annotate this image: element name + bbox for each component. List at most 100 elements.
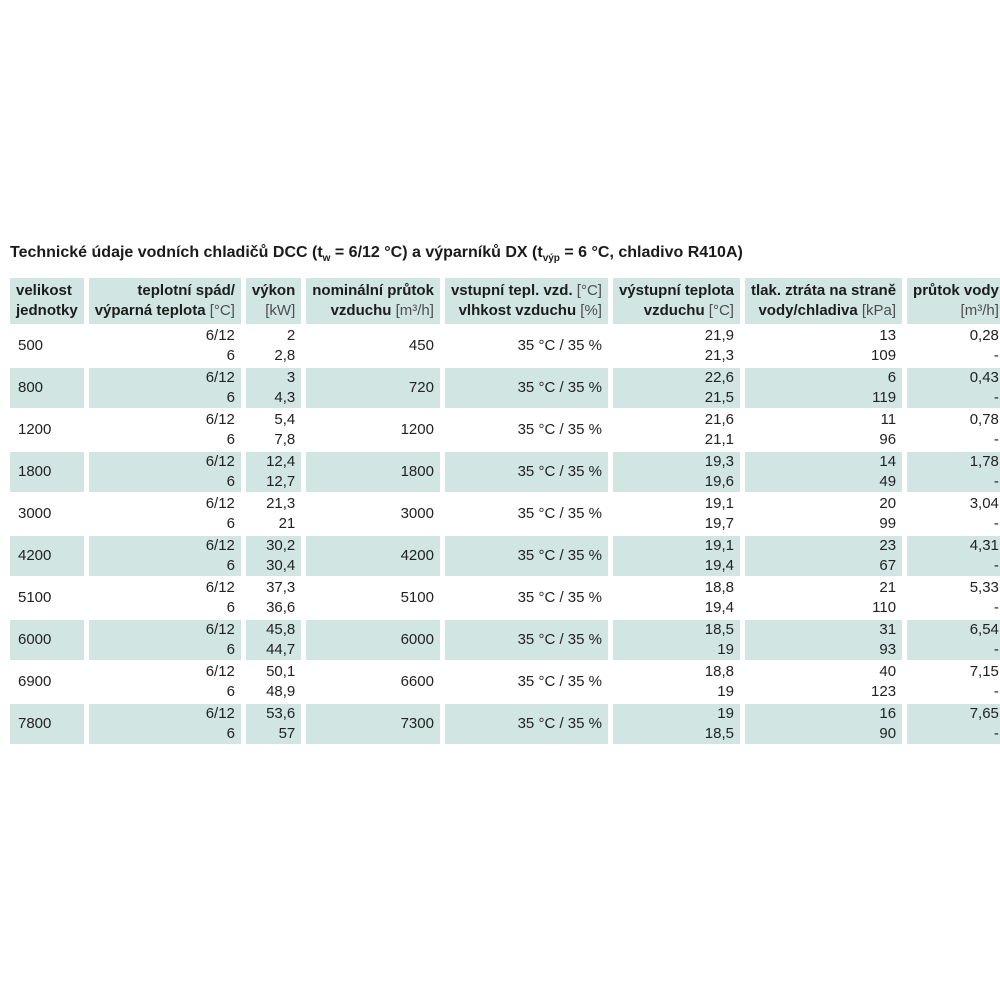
cell-pressure-drop: 21 110 <box>745 578 902 618</box>
cell-value: 12,4 <box>266 453 296 470</box>
cell-value: 6/12 <box>205 327 235 344</box>
cell-value: 19,1 <box>704 495 734 512</box>
cell-value: 3,04 <box>969 495 999 512</box>
cell-outlet-temp: 22,6 21,5 <box>612 368 740 408</box>
title-subscript-vyp: výp <box>542 253 560 264</box>
table-row-4200: 4200 6/12 6 30,2 30,4 4200 35 °C / 35 % 19,1 19,… <box>10 536 1000 576</box>
cell-value: 2,8 <box>274 347 296 364</box>
cell-power: 21,3 21 <box>246 494 301 534</box>
cell-value: - <box>993 641 999 658</box>
cell-value: - <box>993 431 999 448</box>
cell-size: 5100 <box>18 589 52 606</box>
cell-value: 1,78 <box>969 453 999 470</box>
header-unit: [°C] <box>572 282 602 299</box>
cell-value: - <box>993 389 999 406</box>
cell-temp-gradient: 6/12 6 <box>88 620 241 660</box>
cell-value: 14 <box>879 453 897 470</box>
cell-value: 21,1 <box>704 431 734 448</box>
cell-value: 6/12 <box>205 411 235 428</box>
cell-power: 37,3 36,6 <box>246 578 301 618</box>
cell-value: 19,4 <box>704 599 734 616</box>
cell-size: 3000 <box>18 505 52 522</box>
cell-value: 19,1 <box>704 537 734 554</box>
cell-value: 90 <box>879 725 897 742</box>
cell-value: 21,9 <box>704 327 734 344</box>
cell-temp-gradient: 6/12 6 <box>88 704 241 744</box>
title-subscript-w: w <box>322 253 331 264</box>
cell-air-flow: 3000 <box>400 505 434 522</box>
cell-value: 40 <box>879 663 897 680</box>
cell-value: 19 <box>717 683 734 700</box>
cell-value: 30,4 <box>266 557 296 574</box>
title-text-1: Technické údaje vodních chladičů DCC (t <box>10 244 323 261</box>
cell-power: 3 4,3 <box>245 368 302 408</box>
cell-value: 6 <box>226 557 235 574</box>
header-label: vzduchu <box>643 302 705 319</box>
cell-power: 50,1 48,9 <box>246 662 301 702</box>
cell-value: 21,5 <box>704 389 734 406</box>
cell-value: 3 <box>286 369 296 386</box>
cell-value: 21,6 <box>704 411 734 428</box>
cell-air-flow: 720 <box>306 368 440 408</box>
cell-value: 6,54 <box>969 621 999 638</box>
cell-value: 6 <box>226 431 235 448</box>
cell-size: 500 <box>18 337 44 354</box>
cell-water-flow: 1,78 - <box>907 452 1000 492</box>
cell-value: 44,7 <box>266 641 296 658</box>
cell-size: 1200 <box>18 421 52 438</box>
cell-air-flow: 4200 <box>306 536 440 576</box>
header-label: tlak. ztráta na straně <box>750 282 897 299</box>
cell-value: 6/12 <box>205 537 235 554</box>
table-row-5100: 5100 6/12 6 37,3 36,6 5100 35 °C / 35 % 18,8 19,… <box>10 578 1000 618</box>
header-unit: [m³/h] <box>960 302 999 319</box>
cell-value: 6 <box>226 389 235 406</box>
cell-value: 57 <box>278 725 296 742</box>
cell-value: - <box>993 683 999 700</box>
cell-value: 123 <box>871 683 897 700</box>
cell-water-flow: 0,43 - <box>907 368 1000 408</box>
cell-value: 50,1 <box>266 663 296 680</box>
header-label: průtok vody <box>913 282 999 299</box>
cell-water-flow: 0,28 - <box>907 326 1000 366</box>
cell-water-flow: 3,04 - <box>907 494 1000 534</box>
cell-value: 6 <box>226 599 235 616</box>
cell-value: 45,8 <box>266 621 296 638</box>
header-unit: [kW] <box>265 302 296 319</box>
cell-outlet-temp: 21,6 21,1 <box>613 410 740 450</box>
header-label: velikost <box>16 282 72 299</box>
cell-value: 6/12 <box>205 495 235 512</box>
cell-value: 21,3 <box>266 495 296 512</box>
cell-value: 109 <box>871 347 897 364</box>
column-header-size: velikost jednotky <box>10 278 84 324</box>
header-label: jednotky <box>16 302 78 319</box>
cell-pressure-drop: 16 90 <box>744 704 903 744</box>
cell-power: 2 2,8 <box>246 326 301 366</box>
cell-air-flow: 6000 <box>306 620 440 660</box>
column-header-power: výkon [kW] <box>245 278 302 324</box>
cell-outlet-temp: 19,1 19,4 <box>612 536 740 576</box>
table-row-1800: 1800 6/12 6 12,4 12,7 1800 35 °C / 35 % 19,3 19,… <box>10 452 1000 492</box>
cell-value: 19 <box>717 641 734 658</box>
title-text-3: = 6 °C, chladivo R410A) <box>559 244 743 261</box>
table-row-6000: 6000 6/12 6 45,8 44,7 6000 35 °C / 35 % 18,5 19 3… <box>10 620 1000 660</box>
cell-water-flow: 0,78 - <box>907 410 1000 450</box>
header-label: vstupní tepl. vzd. <box>450 282 573 299</box>
cell-outlet-temp: 18,8 19 <box>613 662 740 702</box>
header-unit: [%] <box>576 302 602 319</box>
cell-power: 53,6 57 <box>245 704 302 744</box>
header-label: vzduchu <box>330 302 392 319</box>
cell-value: 18,8 <box>704 579 734 596</box>
header-label: vlhkost vzduchu <box>458 302 577 319</box>
cell-inlet: 35 °C / 35 % <box>517 589 602 606</box>
cell-temp-gradient: 6/12 6 <box>89 494 241 534</box>
table-row-7800: 7800 6/12 6 53,6 57 7300 35 °C / 35 % 19 18,5 16 9… <box>10 704 1000 744</box>
cell-power: 45,8 44,7 <box>245 620 302 660</box>
cell-value: 6 <box>226 347 235 364</box>
cell-pressure-drop: 31 93 <box>744 620 903 660</box>
cell-size: 800 <box>10 368 84 408</box>
cell-value: 19 <box>717 705 734 722</box>
cell-inlet: 35 °C / 35 % <box>444 704 608 744</box>
cell-inlet: 35 °C / 35 % <box>444 536 608 576</box>
header-unit: [°C] <box>704 302 734 319</box>
cell-pressure-drop: 40 123 <box>745 662 902 702</box>
